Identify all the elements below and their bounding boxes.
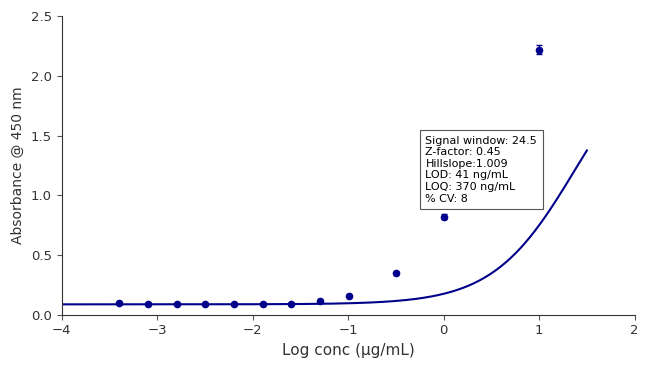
Text: Signal window: 24.5
Z-factor: 0.45
Hillslope:1.009
LOD: 41 ng/mL
LOQ: 370 ng/mL
: Signal window: 24.5 Z-factor: 0.45 Hills… [426, 135, 537, 204]
X-axis label: Log conc (μg/mL): Log conc (μg/mL) [281, 343, 415, 358]
Y-axis label: Absorbance @ 450 nm: Absorbance @ 450 nm [11, 87, 25, 244]
